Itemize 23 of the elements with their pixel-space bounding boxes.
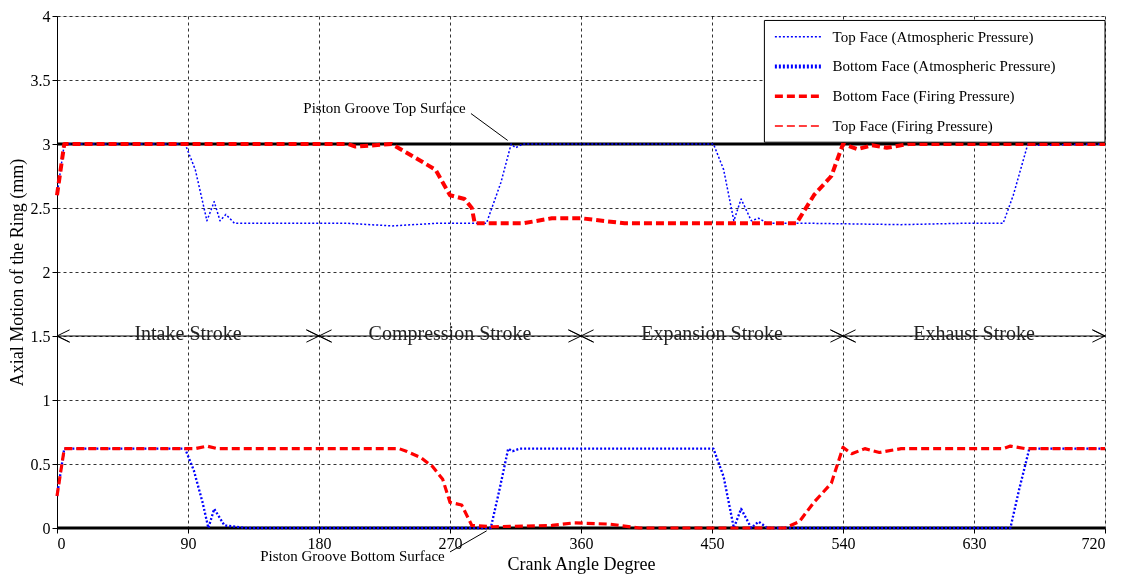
y-tick-label: 4 bbox=[42, 7, 51, 25]
x-tick-label: 540 bbox=[831, 534, 856, 552]
legend-label: Bottom Face (Firing Pressure) bbox=[832, 88, 1015, 106]
x-tick-label: 450 bbox=[700, 534, 725, 552]
y-tick-label: 2 bbox=[42, 263, 51, 281]
legend-label: Bottom Face (Atmospheric Pressure) bbox=[832, 58, 1056, 76]
y-tick-label: 3 bbox=[42, 135, 51, 153]
y-tick-label: 0.5 bbox=[30, 455, 51, 473]
x-tick-label: 90 bbox=[180, 534, 197, 552]
x-tick-label: 360 bbox=[569, 534, 594, 552]
y-tick-label: 1.5 bbox=[30, 327, 51, 345]
y-tick-label: 3.5 bbox=[30, 71, 51, 89]
x-tick-label: 0 bbox=[57, 534, 66, 552]
y-axis-title: Axial Motion of the Ring (mm) bbox=[6, 158, 28, 387]
legend-label: Top Face (Atmospheric Pressure) bbox=[832, 28, 1034, 46]
legend-label: Top Face (Firing Pressure) bbox=[832, 117, 993, 135]
y-tick-label: 0 bbox=[42, 519, 51, 537]
x-tick-label: 720 bbox=[1081, 534, 1106, 552]
x-axis-title: Crank Angle Degree bbox=[507, 553, 656, 574]
y-tick-label: 1 bbox=[42, 391, 51, 409]
y-tick-label: 2.5 bbox=[30, 199, 51, 217]
ref-line-label: Piston Groove Top Surface bbox=[303, 100, 467, 117]
x-tick-label: 630 bbox=[962, 534, 987, 552]
